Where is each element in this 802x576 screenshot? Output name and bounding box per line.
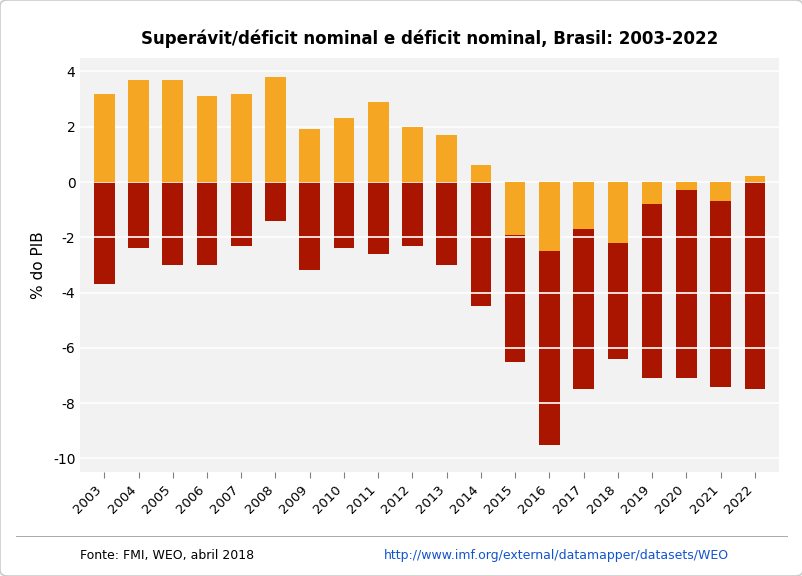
Bar (504, 182, 525, 234)
Bar (675, 182, 696, 378)
Bar (231, 182, 251, 245)
Bar (402, 127, 422, 182)
Title: Superávit/déficit nominal e déficit nominal, Brasil: 2003-2022: Superávit/déficit nominal e déficit nomi… (141, 29, 717, 48)
Bar (196, 96, 217, 182)
Bar (334, 182, 354, 248)
Bar (299, 182, 320, 271)
Bar (94, 182, 115, 285)
Bar (573, 182, 593, 229)
Bar (128, 182, 148, 248)
Bar (743, 182, 764, 389)
Bar (196, 182, 217, 265)
Bar (162, 182, 183, 265)
Bar (334, 119, 354, 182)
Bar (710, 182, 730, 202)
Y-axis label: % do PIB: % do PIB (31, 231, 46, 299)
Bar (299, 130, 320, 182)
Bar (436, 182, 456, 265)
Bar (402, 182, 422, 245)
Bar (94, 93, 115, 182)
Text: http://www.imf.org/external/datamapper/datasets/WEO: http://www.imf.org/external/datamapper/d… (383, 548, 728, 562)
Bar (607, 182, 627, 359)
Bar (641, 182, 662, 204)
Bar (675, 182, 696, 190)
Bar (231, 93, 251, 182)
Bar (538, 182, 559, 445)
Bar (743, 176, 764, 182)
Bar (128, 79, 148, 182)
Bar (538, 182, 559, 251)
Bar (367, 182, 388, 254)
Text: Fonte: FMI, WEO, abril 2018: Fonte: FMI, WEO, abril 2018 (80, 548, 258, 562)
Bar (607, 182, 627, 243)
Bar (470, 182, 491, 306)
Bar (265, 77, 286, 182)
Bar (265, 182, 286, 221)
Bar (162, 79, 183, 182)
Bar (504, 182, 525, 362)
Bar (573, 182, 593, 389)
Legend: Superávit/Déficit primário, Déficit nominal: Superávit/Déficit primário, Déficit nomi… (235, 570, 623, 576)
Bar (367, 102, 388, 182)
Bar (436, 135, 456, 182)
Bar (710, 182, 730, 386)
Bar (641, 182, 662, 378)
Bar (470, 165, 491, 182)
